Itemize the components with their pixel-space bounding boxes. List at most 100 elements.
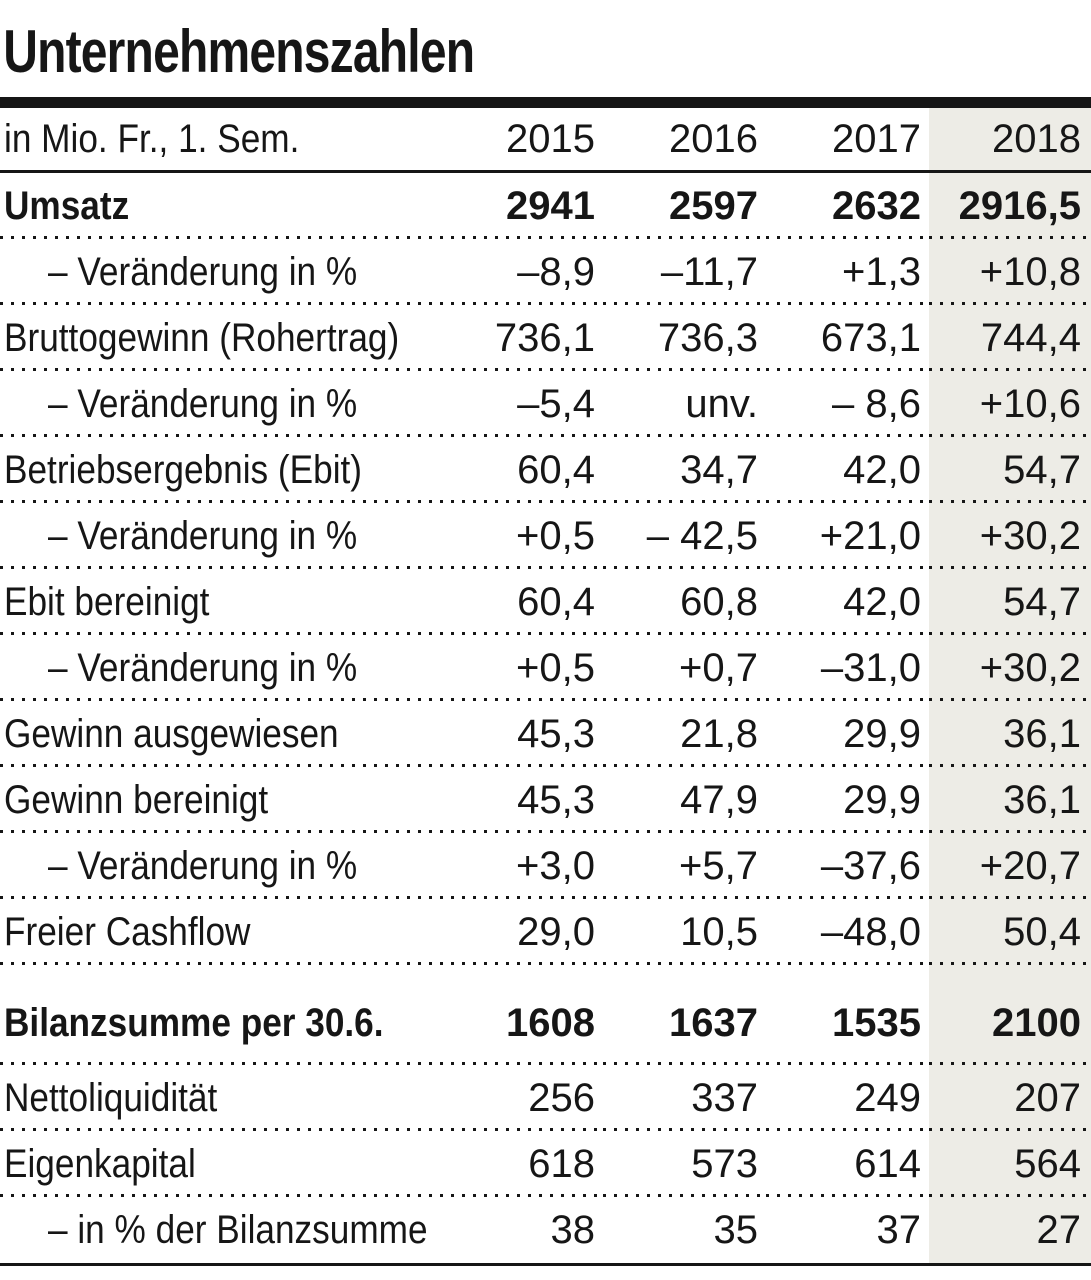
value-cell-2016: 60,8 (603, 569, 766, 635)
value-cell-2017: 614 (766, 1131, 929, 1197)
value-cell-2016: 337 (603, 1065, 766, 1131)
value-cell-2015: 618 (440, 1131, 603, 1197)
row-label: – Veränderung in % (0, 371, 440, 437)
table-row: – Veränderung in % –5,4 unv. – 8,6 +10,6 (0, 371, 1091, 437)
table-row: Umsatz 2941 2597 2632 2916,5 (0, 171, 1091, 239)
value-cell-2018: 744,4 (929, 305, 1091, 371)
row-label: Nettoliquidität (0, 1065, 440, 1131)
table-row: Gewinn bereinigt 45,3 47,9 29,9 36,1 (0, 767, 1091, 833)
row-label: – Veränderung in % (0, 503, 440, 569)
value-cell-2017: +1,3 (766, 239, 929, 305)
row-label: – Veränderung in % (0, 833, 440, 899)
value-cell-2018: 54,7 (929, 437, 1091, 503)
row-label-text: – Veränderung in % (48, 513, 358, 558)
row-label-text: Ebit bereinigt (4, 579, 210, 624)
value-cell-2018: +10,8 (929, 239, 1091, 305)
row-label-text: – in % der Bilanzsumme (48, 1207, 428, 1252)
value-cell-2017: 42,0 (766, 569, 929, 635)
row-label: Umsatz (0, 171, 440, 239)
table-row: Bilanzsumme per 30.6. 1608 1637 1535 2100 (0, 965, 1091, 1065)
row-label: Ebit bereinigt (0, 569, 440, 635)
value-cell-2016: +0,7 (603, 635, 766, 701)
value-cell-2018: 54,7 (929, 569, 1091, 635)
value-cell-2015: +3,0 (440, 833, 603, 899)
year-header-2018: 2018 (929, 108, 1091, 173)
row-label-text: – Veränderung in % (48, 381, 358, 426)
value-cell-2018: 2916,5 (929, 171, 1091, 239)
value-cell-2018: 564 (929, 1131, 1091, 1197)
value-cell-2018: 207 (929, 1065, 1091, 1131)
value-cell-2017: 2632 (766, 171, 929, 239)
year-header-2017: 2017 (766, 108, 929, 173)
value-cell-2016: 10,5 (603, 899, 766, 965)
row-label-text: Betriebsergebnis (Ebit) (4, 447, 363, 492)
value-cell-2018: 36,1 (929, 701, 1091, 767)
value-cell-2018: 27 (929, 1197, 1091, 1266)
value-cell-2018: +20,7 (929, 833, 1091, 899)
value-cell-2015: 60,4 (440, 437, 603, 503)
value-cell-2018: 2100 (929, 965, 1091, 1065)
table-row: – Veränderung in % –8,9 –11,7 +1,3 +10,8 (0, 239, 1091, 305)
value-cell-2017: 42,0 (766, 437, 929, 503)
row-label-text: Bilanzsumme per 30.6. (4, 1001, 384, 1045)
row-label: Gewinn bereinigt (0, 767, 440, 833)
row-label-text: – Veränderung in % (48, 843, 358, 888)
row-label: Bruttogewinn (Rohertrag) (0, 305, 440, 371)
header-row: in Mio. Fr., 1. Sem. 2015 2016 2017 2018 (0, 108, 1091, 173)
row-label: – Veränderung in % (0, 635, 440, 701)
value-cell-2016: 21,8 (603, 701, 766, 767)
value-cell-2015: 256 (440, 1065, 603, 1131)
value-cell-2015: 1608 (440, 965, 603, 1065)
value-cell-2017: –48,0 (766, 899, 929, 965)
row-label-text: Freier Cashflow (4, 909, 251, 954)
table-row: Freier Cashflow 29,0 10,5 –48,0 50,4 (0, 899, 1091, 965)
value-cell-2017: 249 (766, 1065, 929, 1131)
value-cell-2016: 2597 (603, 171, 766, 239)
value-cell-2015: –8,9 (440, 239, 603, 305)
value-cell-2017: 37 (766, 1197, 929, 1266)
table-body: Umsatz 2941 2597 2632 2916,5– Veränderung in… (0, 171, 1091, 1266)
title-rule (0, 97, 1091, 108)
value-cell-2017: 29,9 (766, 767, 929, 833)
company-figures-table: in Mio. Fr., 1. Sem. 2015 2016 2017 2018… (0, 108, 1091, 1266)
value-cell-2018: +30,2 (929, 635, 1091, 701)
unit-label: in Mio. Fr., 1. Sem. (0, 108, 440, 173)
table-row: – in % der Bilanzsumme 38 35 37 27 (0, 1197, 1091, 1266)
value-cell-2015: 38 (440, 1197, 603, 1266)
value-cell-2017: – 8,6 (766, 371, 929, 437)
row-label-text: Umsatz (4, 183, 130, 228)
value-cell-2015: 2941 (440, 171, 603, 239)
year-header-2016: 2016 (603, 108, 766, 173)
row-label-text: Bruttogewinn (Rohertrag) (4, 315, 400, 360)
value-cell-2016: –11,7 (603, 239, 766, 305)
value-cell-2015: +0,5 (440, 635, 603, 701)
row-label-text: Gewinn bereinigt (4, 777, 269, 822)
row-label-text: Gewinn ausgewiesen (4, 711, 339, 756)
value-cell-2016: – 42,5 (603, 503, 766, 569)
value-cell-2018: 50,4 (929, 899, 1091, 965)
year-header-2015: 2015 (440, 108, 603, 173)
row-label: Freier Cashflow (0, 899, 440, 965)
value-cell-2016: +5,7 (603, 833, 766, 899)
value-cell-2016: 736,3 (603, 305, 766, 371)
row-label-text: Eigenkapital (4, 1141, 196, 1186)
value-cell-2015: –5,4 (440, 371, 603, 437)
row-label-text: – Veränderung in % (48, 645, 358, 690)
value-cell-2016: 1637 (603, 965, 766, 1065)
value-cell-2016: 35 (603, 1197, 766, 1266)
unit-label-text: in Mio. Fr., 1. Sem. (4, 116, 300, 161)
table-row: Gewinn ausgewiesen 45,3 21,8 29,9 36,1 (0, 701, 1091, 767)
table-row: – Veränderung in % +0,5 +0,7 –31,0 +30,2 (0, 635, 1091, 701)
value-cell-2015: +0,5 (440, 503, 603, 569)
row-label: Betriebsergebnis (Ebit) (0, 437, 440, 503)
row-label: Eigenkapital (0, 1131, 440, 1197)
value-cell-2018: +10,6 (929, 371, 1091, 437)
row-label: – Veränderung in % (0, 239, 440, 305)
page-title: Unternehmenszahlen (3, 18, 475, 85)
value-cell-2018: 36,1 (929, 767, 1091, 833)
table-row: Eigenkapital 618 573 614 564 (0, 1131, 1091, 1197)
value-cell-2017: –31,0 (766, 635, 929, 701)
table-row: Ebit bereinigt 60,4 60,8 42,0 54,7 (0, 569, 1091, 635)
value-cell-2015: 736,1 (440, 305, 603, 371)
